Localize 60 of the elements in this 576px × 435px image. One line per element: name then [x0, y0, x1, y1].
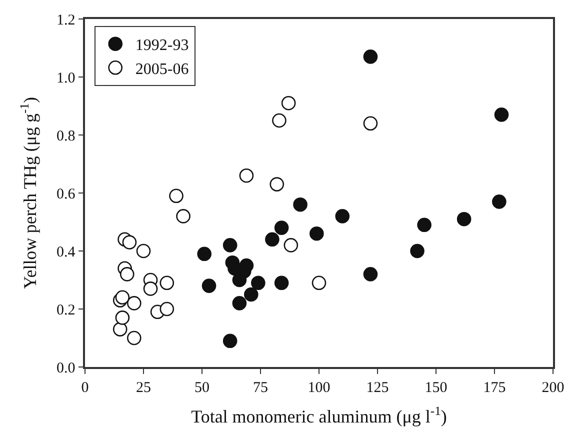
point [232, 296, 247, 310]
x-tick-label: 75 [253, 380, 268, 396]
x-tick-label: 100 [308, 380, 330, 396]
point [126, 330, 142, 346]
y-tick-label: 0.2 [56, 302, 76, 318]
point [202, 278, 216, 293]
point [115, 290, 130, 305]
x-tick-label: 200 [542, 380, 564, 396]
point [312, 276, 326, 290]
point [272, 113, 286, 128]
point [410, 244, 424, 258]
y-tick-label: 1.0 [56, 70, 76, 86]
x-tick-label: 125 [366, 380, 389, 396]
point [417, 218, 432, 232]
x-tick-label: 0 [81, 380, 89, 396]
point [335, 209, 350, 224]
y-tick-label: 0.6 [56, 186, 76, 202]
point [112, 322, 128, 336]
x-axis-title: Total monomeric aluminum (μg l$^{-1}$) [191, 404, 447, 426]
point [492, 194, 506, 209]
point [126, 296, 142, 310]
y-tick-label: 0.8 [56, 128, 76, 144]
point [274, 220, 289, 235]
x-tick-label: 150 [424, 380, 448, 396]
point [169, 188, 184, 204]
point [270, 177, 284, 192]
point [265, 232, 280, 247]
point [494, 108, 509, 122]
point [274, 276, 289, 290]
point [120, 267, 134, 282]
point [197, 246, 212, 262]
point [136, 244, 151, 258]
point [251, 276, 266, 290]
point [160, 276, 174, 290]
point [284, 238, 298, 252]
legend-label: 2005-06 [135, 60, 189, 78]
point [222, 334, 238, 348]
x-tick-label: 25 [136, 380, 151, 396]
x-tick-label: 50 [194, 380, 210, 396]
point [363, 267, 378, 282]
y-tick-label: 0.4 [56, 244, 76, 260]
y-tick-label: 1.2 [56, 12, 76, 28]
legend-label: 1992-93 [135, 37, 189, 54]
point [456, 212, 472, 226]
point [143, 282, 158, 296]
point [115, 310, 130, 325]
point [244, 287, 258, 302]
point [160, 302, 174, 316]
point [239, 258, 254, 273]
point [310, 226, 324, 241]
point [363, 116, 378, 131]
point [122, 235, 137, 250]
point [176, 209, 190, 224]
point [239, 168, 254, 183]
point [293, 197, 308, 212]
point [281, 96, 296, 110]
y-tick-label: 0.0 [56, 360, 76, 376]
point [222, 238, 238, 252]
point [363, 50, 378, 64]
x-tick-label: 175 [483, 380, 506, 396]
